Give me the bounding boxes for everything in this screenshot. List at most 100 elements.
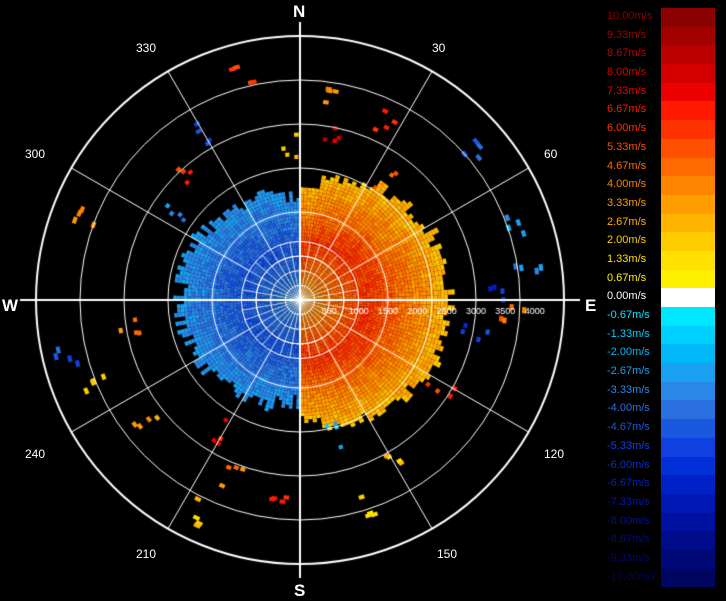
bearing-label-120: 120 xyxy=(544,447,565,461)
colorbar-swatch xyxy=(661,82,715,102)
colorbar-row: -4.67m/s xyxy=(607,419,715,438)
compass-east-label: E xyxy=(585,296,597,315)
colorbar-row: 6.67m/s xyxy=(607,101,715,121)
colorbar-label: -8.67m/s xyxy=(607,533,650,546)
bearing-label-30: 30 xyxy=(432,41,446,55)
colorbar-row: -8.67m/s xyxy=(607,531,715,550)
colorbar-label: -3.33m/s xyxy=(607,383,650,396)
colorbar-label: 8.67m/s xyxy=(607,47,647,60)
colorbar-row: -8.00m/s xyxy=(607,512,715,532)
colorbar-row: 5.33m/s xyxy=(607,138,715,158)
colorbar-label: 8.00m/s xyxy=(607,66,647,79)
colorbar-row: -2.00m/s xyxy=(607,344,715,364)
colorbar-row: 4.67m/s xyxy=(607,157,715,177)
colorbar-label: 0.67m/s xyxy=(607,271,647,284)
bearing-label-60: 60 xyxy=(544,147,558,161)
colorbar-swatch xyxy=(661,120,715,139)
colorbar-row: 0.00m/s xyxy=(607,288,715,307)
colorbar-swatch xyxy=(661,8,715,27)
colorbar-label: 6.00m/s xyxy=(607,122,647,135)
colorbar-label: 3.33m/s xyxy=(607,196,647,209)
colorbar-swatch xyxy=(661,363,715,382)
colorbar-label: -10.00m/s xyxy=(607,570,656,583)
colorbar-swatch xyxy=(661,344,715,364)
colorbar-swatch xyxy=(661,45,715,65)
colorbar-label: -8.00m/s xyxy=(607,514,650,527)
colorbar-swatch xyxy=(661,419,715,438)
bearing-label-330: 330 xyxy=(136,41,157,55)
colorbar-label: 2.67m/s xyxy=(607,215,647,228)
colorbar-label: 1.33m/s xyxy=(607,252,647,265)
colorbar-row: 9.33m/s xyxy=(607,26,715,46)
colorbar-swatch xyxy=(661,531,715,550)
colorbar-swatch xyxy=(661,176,715,195)
colorbar-row: -7.33m/s xyxy=(607,493,715,513)
colorbar-row: -10.00m/s xyxy=(607,568,715,588)
colorbar-row: 3.33m/s xyxy=(607,194,715,214)
colorbar-swatch xyxy=(661,549,715,569)
colorbar-label: 10.00m/s xyxy=(607,10,653,22)
colorbar-swatch xyxy=(661,64,715,83)
bearing-label-300: 300 xyxy=(25,147,46,161)
colorbar-row: 8.67m/s xyxy=(607,45,715,65)
colorbar-row: -1.33m/s xyxy=(607,325,715,345)
colorbar-swatch xyxy=(661,307,715,326)
colorbar-swatch xyxy=(661,493,715,513)
colorbar-label: -1.33m/s xyxy=(607,327,650,340)
compass-north-label: N xyxy=(293,2,306,21)
colorbar-label: -7.33m/s xyxy=(607,495,650,508)
colorbar-swatch xyxy=(661,400,715,420)
colorbar-row: -3.33m/s xyxy=(607,381,715,401)
colorbar-label: -0.67m/s xyxy=(607,309,650,321)
colorbar-row: -9.33m/s xyxy=(607,549,715,569)
colorbar-label: 4.00m/s xyxy=(607,178,647,191)
colorbar-row: 1.33m/s xyxy=(607,250,715,270)
colorbar-label: -9.33m/s xyxy=(607,551,650,564)
colorbar-label: -6.67m/s xyxy=(607,477,650,490)
colorbar-swatch xyxy=(661,101,715,121)
colorbar-label: -5.33m/s xyxy=(607,439,650,452)
colorbar-row: 7.33m/s xyxy=(607,82,715,102)
colorbar-label: 4.67m/s xyxy=(607,159,647,172)
colorbar-swatch xyxy=(661,269,715,289)
colorbar-swatch xyxy=(661,250,715,270)
colorbar-row: -5.33m/s xyxy=(607,437,715,457)
colorbar-row: 8.00m/s xyxy=(607,64,715,83)
colorbar-label: 2.00m/s xyxy=(607,234,647,247)
colorbar-label: -2.67m/s xyxy=(607,365,650,378)
colorbar-label: 9.33m/s xyxy=(607,28,647,41)
bearing-label-150: 150 xyxy=(437,547,458,561)
colorbar-swatch xyxy=(661,437,715,457)
colorbar-label: -4.67m/s xyxy=(607,421,650,434)
radar-velocity-plot xyxy=(0,0,600,600)
colorbar-swatch xyxy=(661,568,715,588)
velocity-colorbar: 10.00m/s 9.33m/s 8.67m/s 8.00m/s 7.33m/s 6.67… xyxy=(607,8,715,588)
colorbar-label: -4.00m/s xyxy=(607,402,650,415)
colorbar-swatch xyxy=(661,512,715,532)
colorbar-row: 0.67m/s xyxy=(607,269,715,289)
colorbar-row: -0.67m/s xyxy=(607,307,715,326)
colorbar-swatch xyxy=(661,138,715,158)
colorbar-row: -2.67m/s xyxy=(607,363,715,382)
colorbar-swatch xyxy=(661,232,715,251)
colorbar-label: 0.00m/s xyxy=(607,290,647,303)
colorbar-label: 7.33m/s xyxy=(607,84,647,97)
colorbar-swatch xyxy=(661,475,715,494)
colorbar-row: 2.67m/s xyxy=(607,213,715,233)
colorbar-label: -2.00m/s xyxy=(607,346,650,359)
bearing-label-240: 240 xyxy=(25,447,46,461)
colorbar-swatch xyxy=(661,456,715,476)
bearing-label-210: 210 xyxy=(136,547,157,561)
colorbar-row: 6.00m/s xyxy=(607,120,715,139)
colorbar-swatch xyxy=(661,26,715,46)
colorbar-swatch xyxy=(661,381,715,401)
colorbar-label: 6.67m/s xyxy=(607,103,647,116)
colorbar-swatch xyxy=(661,288,715,307)
colorbar-row: 4.00m/s xyxy=(607,176,715,195)
colorbar-swatch xyxy=(661,325,715,345)
colorbar-label: -6.00m/s xyxy=(607,458,650,471)
colorbar-label: 5.33m/s xyxy=(607,140,647,153)
colorbar-swatch xyxy=(661,213,715,233)
colorbar-row: 10.00m/s xyxy=(607,8,715,27)
compass-south-label: S xyxy=(294,581,306,600)
